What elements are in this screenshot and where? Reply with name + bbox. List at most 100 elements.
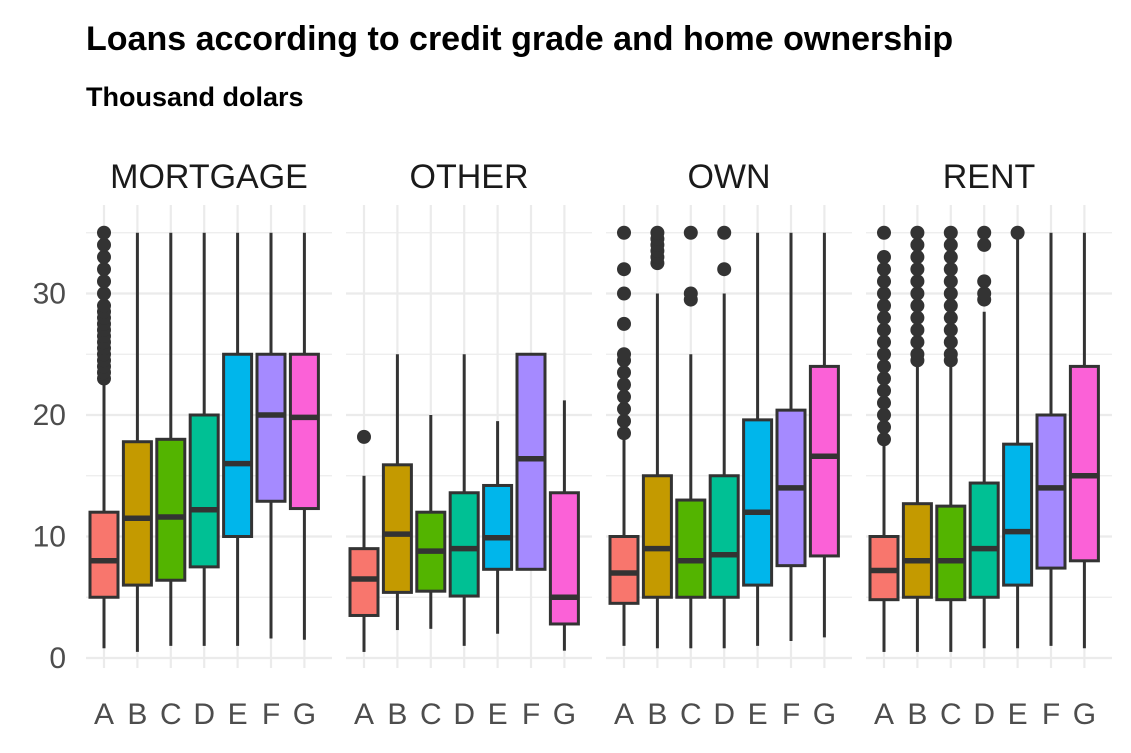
x-tick-label: A xyxy=(94,698,114,731)
outlier-point xyxy=(910,347,925,362)
x-tick-label: C xyxy=(940,698,962,731)
outlier-point xyxy=(943,335,958,350)
outlier-point xyxy=(943,286,958,301)
box-mortgage-G xyxy=(288,352,320,511)
outlier-point xyxy=(717,262,732,277)
outlier-point xyxy=(910,237,925,252)
outlier-point xyxy=(877,225,891,240)
outlier-point xyxy=(943,237,958,252)
x-tick-label: D xyxy=(713,698,735,731)
outlier-point xyxy=(617,365,631,380)
outlier-point xyxy=(910,310,925,325)
box-other-F xyxy=(515,352,547,571)
box-own-G xyxy=(808,364,840,558)
outlier-point xyxy=(943,225,958,240)
y-tick-label: 20 xyxy=(33,399,66,432)
box-rent-F xyxy=(1035,413,1067,570)
box-own-B xyxy=(641,474,673,599)
outlier-point xyxy=(97,225,111,240)
outlier-point xyxy=(97,237,111,252)
outlier-point xyxy=(943,347,958,362)
x-tick-label: A xyxy=(874,698,894,731)
x-tick-label: B xyxy=(387,698,407,731)
box-other-D xyxy=(448,491,480,598)
x-tick-label: G xyxy=(1073,698,1096,731)
outlier-point xyxy=(1010,225,1025,240)
outlier-point xyxy=(617,401,631,416)
outlier-point xyxy=(910,335,925,350)
facet-label-rent: RENT xyxy=(943,158,1036,196)
outlier-point xyxy=(943,274,958,289)
outlier-point xyxy=(683,225,698,240)
facet-label-other: OTHER xyxy=(410,158,529,196)
outlier-point xyxy=(910,286,925,301)
outlier-point xyxy=(877,347,891,362)
outlier-point xyxy=(617,414,631,429)
x-tick-label: E xyxy=(228,698,248,731)
box-own-D xyxy=(708,474,740,599)
box-own-C xyxy=(675,498,707,599)
chart-subtitle: Thousand dolars xyxy=(86,82,304,112)
x-tick-label: E xyxy=(1008,698,1028,731)
box-rent-C xyxy=(935,504,967,602)
outlier-point xyxy=(943,298,958,313)
outlier-point xyxy=(877,420,891,435)
outlier-point xyxy=(877,322,891,337)
outlier-point xyxy=(97,298,111,313)
outlier-point xyxy=(97,262,111,277)
outlier-point xyxy=(97,250,111,265)
box-rent-E xyxy=(1002,442,1034,587)
x-tick-label: C xyxy=(420,698,442,731)
outlier-point xyxy=(943,310,958,325)
outlier-point xyxy=(877,432,891,447)
outlier-point xyxy=(617,347,631,362)
outlier-point xyxy=(977,286,992,301)
chart-title: Loans according to credit grade and home… xyxy=(86,20,954,58)
box-rent-D xyxy=(968,481,1000,599)
outlier-point xyxy=(910,262,925,277)
outlier-point xyxy=(910,250,925,265)
x-tick-label: F xyxy=(782,698,800,731)
outlier-point xyxy=(617,262,631,277)
x-tick-label: B xyxy=(127,698,147,731)
box-mortgage-A xyxy=(88,510,120,599)
x-tick-label: C xyxy=(160,698,182,731)
outlier-point xyxy=(617,316,631,331)
outlier-point xyxy=(910,225,925,240)
box-other-B xyxy=(381,463,413,594)
outlier-point xyxy=(97,274,111,289)
x-tick-label: E xyxy=(488,698,508,731)
x-tick-label: D xyxy=(973,698,995,731)
outlier-point xyxy=(877,310,891,325)
outlier-point xyxy=(877,286,891,301)
outlier-point xyxy=(717,225,732,240)
outlier-point xyxy=(943,322,958,337)
outlier-point xyxy=(877,371,891,386)
box-mortgage-E xyxy=(222,352,254,538)
box-rent-G xyxy=(1068,364,1100,563)
facet-label-own: OWN xyxy=(687,158,770,196)
x-tick-label: A xyxy=(354,698,374,731)
outlier-point xyxy=(877,395,891,410)
x-tick-label: F xyxy=(1042,698,1060,731)
outlier-point xyxy=(617,426,631,441)
outlier-point xyxy=(977,237,992,252)
x-tick-label: E xyxy=(748,698,768,731)
box-mortgage-B xyxy=(121,440,153,587)
outlier-point xyxy=(617,377,631,392)
box-own-A xyxy=(608,535,640,605)
outlier-point xyxy=(877,335,891,350)
x-tick-label: B xyxy=(907,698,927,731)
box-mortgage-F xyxy=(255,352,287,503)
y-tick-label: 30 xyxy=(33,278,66,311)
x-tick-label: G xyxy=(813,698,836,731)
outlier-point xyxy=(877,274,891,289)
x-tick-label: F xyxy=(262,698,280,731)
outlier-point xyxy=(617,286,631,301)
outlier-point xyxy=(910,274,925,289)
box-other-A xyxy=(348,547,380,617)
outlier-point xyxy=(877,408,891,422)
outlier-point xyxy=(977,225,992,240)
outlier-point xyxy=(617,225,631,240)
